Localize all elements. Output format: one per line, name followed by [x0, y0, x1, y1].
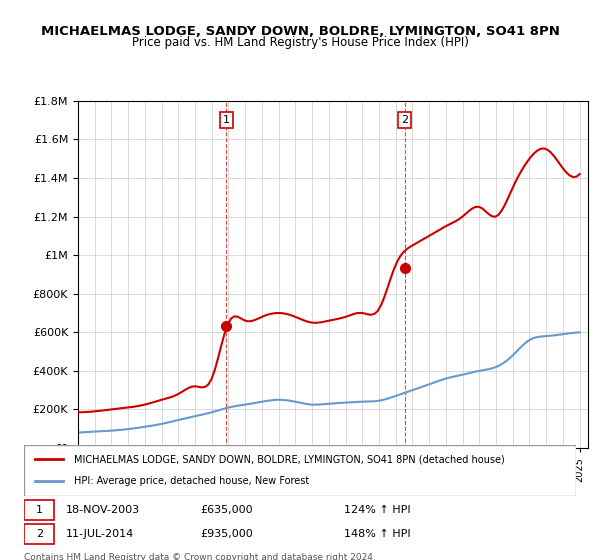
Text: 148% ↑ HPI: 148% ↑ HPI: [344, 529, 411, 539]
Text: HPI: Average price, detached house, New Forest: HPI: Average price, detached house, New …: [74, 477, 309, 487]
Text: 1: 1: [223, 115, 230, 125]
FancyBboxPatch shape: [24, 500, 55, 520]
Text: 1: 1: [36, 505, 43, 515]
Text: 18-NOV-2003: 18-NOV-2003: [65, 505, 140, 515]
Text: £935,000: £935,000: [200, 529, 253, 539]
FancyBboxPatch shape: [24, 445, 576, 496]
Text: 11-JUL-2014: 11-JUL-2014: [65, 529, 134, 539]
FancyBboxPatch shape: [24, 524, 55, 544]
Text: 2: 2: [36, 529, 43, 539]
Text: MICHAELMAS LODGE, SANDY DOWN, BOLDRE, LYMINGTON, SO41 8PN (detached house): MICHAELMAS LODGE, SANDY DOWN, BOLDRE, LY…: [74, 454, 505, 464]
Text: Contains HM Land Registry data © Crown copyright and database right 2024.
This d: Contains HM Land Registry data © Crown c…: [24, 553, 376, 560]
Text: 124% ↑ HPI: 124% ↑ HPI: [344, 505, 411, 515]
Text: MICHAELMAS LODGE, SANDY DOWN, BOLDRE, LYMINGTON, SO41 8PN: MICHAELMAS LODGE, SANDY DOWN, BOLDRE, LY…: [41, 25, 559, 38]
Text: 2: 2: [401, 115, 408, 125]
Text: Price paid vs. HM Land Registry's House Price Index (HPI): Price paid vs. HM Land Registry's House …: [131, 36, 469, 49]
Text: £635,000: £635,000: [200, 505, 253, 515]
